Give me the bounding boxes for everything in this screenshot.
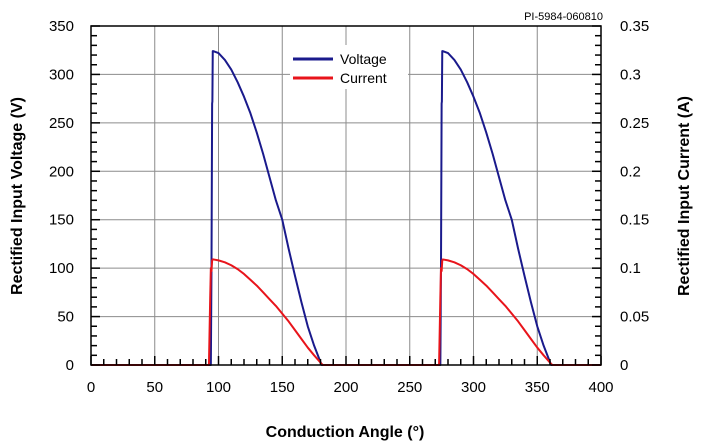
x-tick-label: 50	[146, 379, 163, 396]
x-tick-label: 400	[588, 379, 613, 396]
y-left-tick-label: 0	[66, 357, 74, 374]
y-right-tick-label: 0.2	[620, 163, 641, 180]
legend: Voltage Current	[290, 45, 408, 89]
legend-box	[290, 45, 408, 89]
y-left-tick-label: 100	[49, 260, 74, 277]
y-right-tick-label: 0.35	[620, 18, 649, 35]
y-left-tick-label: 150	[49, 212, 74, 229]
y-right-tick-label: 0.15	[620, 212, 649, 229]
x-tick-label: 350	[525, 379, 550, 396]
y-right-tick-label: 0.25	[620, 115, 649, 132]
y-right-tick-label: 0.3	[620, 66, 641, 83]
x-tick-label: 0	[87, 379, 95, 396]
legend-label-current: Current	[340, 70, 387, 86]
y-right-tick-label: 0	[620, 357, 628, 374]
ticks: 0 50 100 150 200 250 300 350 400 0 50 100 150 200 250 3…	[49, 18, 649, 396]
figure-id: PI-5984-060810	[524, 11, 603, 23]
x-tick-label: 200	[333, 379, 358, 396]
y-left-tick-label: 250	[49, 115, 74, 132]
y-axis-title-right: Rectified Input Current (A)	[676, 96, 693, 296]
y-axis-title-left: Rectified Input Voltage (V)	[9, 97, 26, 295]
y-right-tick-label: 0.1	[620, 260, 641, 277]
y-left-tick-label: 300	[49, 66, 74, 83]
x-tick-label: 300	[461, 379, 486, 396]
y-left-tick-label: 50	[57, 309, 74, 326]
x-axis-title: Conduction Angle (°)	[266, 424, 425, 441]
y-left-tick-label: 350	[49, 18, 74, 35]
x-tick-label: 150	[270, 379, 295, 396]
legend-label-voltage: Voltage	[340, 51, 387, 67]
x-tick-label: 100	[206, 379, 231, 396]
y-right-tick-label: 0.05	[620, 309, 649, 326]
x-tick-label: 250	[397, 379, 422, 396]
y-left-tick-label: 200	[49, 163, 74, 180]
